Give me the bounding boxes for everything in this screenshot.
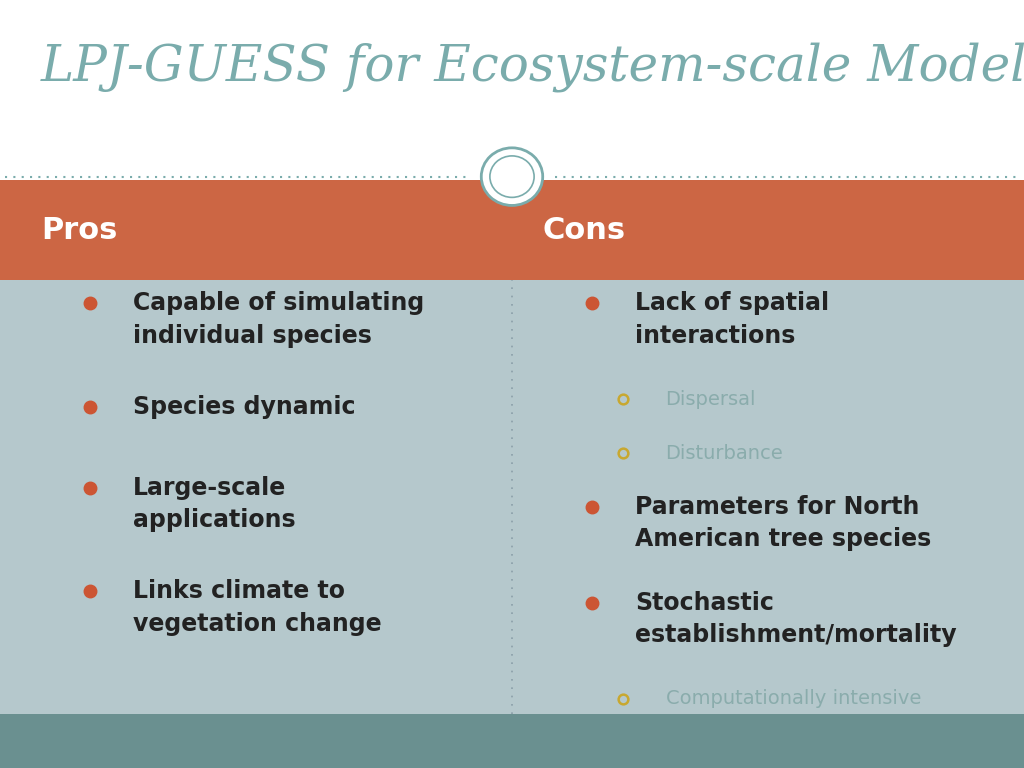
Text: Dispersal: Dispersal [666, 390, 756, 409]
Text: Cons: Cons [543, 216, 626, 245]
Bar [0, 180, 1024, 280]
Bar [0, 0, 1024, 180]
Text: Species dynamic: Species dynamic [133, 395, 355, 419]
Text: vegetation change: vegetation change [133, 611, 382, 636]
Text: individual species: individual species [133, 323, 372, 348]
Text: Links climate to: Links climate to [133, 579, 345, 604]
Text: establishment/mortality: establishment/mortality [635, 623, 956, 647]
Text: Large-scale: Large-scale [133, 475, 287, 500]
Text: American tree species: American tree species [635, 527, 931, 551]
Bar [0, 280, 1024, 714]
Text: Computationally intensive: Computationally intensive [666, 690, 921, 708]
Text: Lack of spatial: Lack of spatial [635, 291, 829, 316]
Text: LPJ-GUESS for Ecosystem-scale Modeling?: LPJ-GUESS for Ecosystem-scale Modeling? [41, 42, 1024, 92]
Text: applications: applications [133, 508, 296, 532]
Text: Stochastic: Stochastic [635, 591, 774, 615]
Bar [0, 714, 1024, 768]
Text: Capable of simulating: Capable of simulating [133, 291, 424, 316]
Text: Parameters for North: Parameters for North [635, 495, 920, 519]
Text: interactions: interactions [635, 323, 796, 348]
Ellipse shape [489, 156, 535, 197]
Text: Disturbance: Disturbance [666, 444, 783, 462]
Text: Pros: Pros [41, 216, 118, 245]
Ellipse shape [481, 148, 543, 205]
